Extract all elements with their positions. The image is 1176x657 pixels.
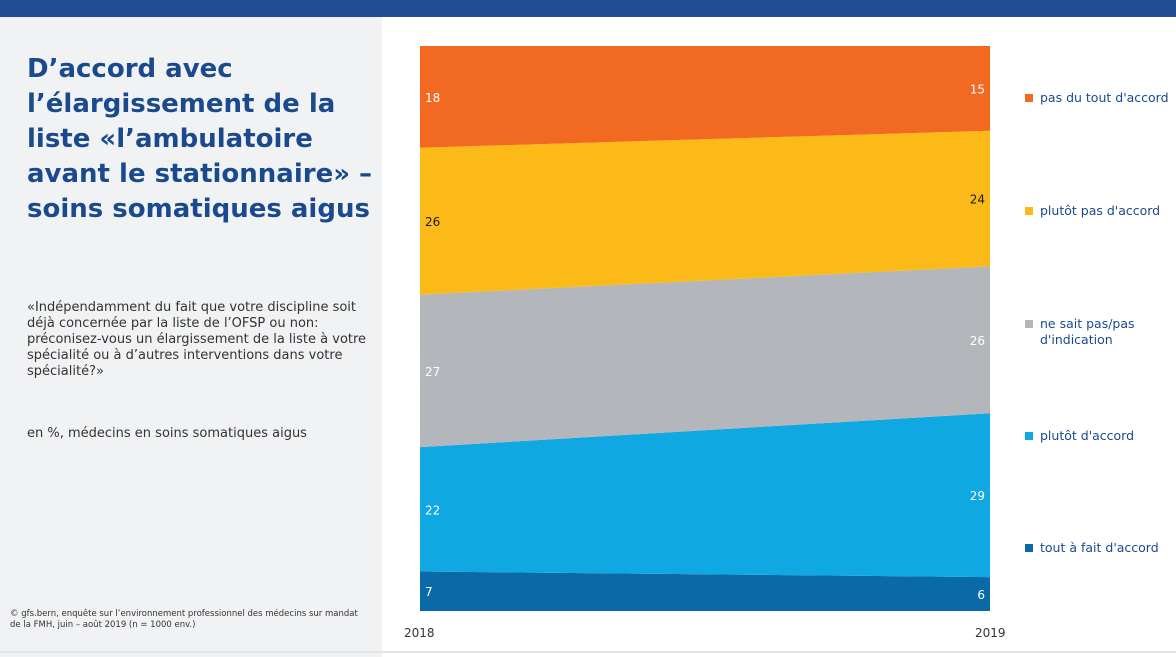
data-label-series-3-0: 26 xyxy=(425,215,440,229)
area-series-3 xyxy=(420,130,990,295)
survey-question: «Indépendamment du fait que votre discip… xyxy=(27,300,367,379)
area-series-4 xyxy=(420,46,990,148)
unit-note: en %, médecins en soins somatiques aigus xyxy=(27,426,307,441)
data-label-series-2-0: 27 xyxy=(425,365,440,379)
legend-label: plutôt d'accord xyxy=(1040,428,1135,443)
legend-label: ne sait pas/pas d'indication xyxy=(1040,316,1135,347)
legend-item: tout à fait d'accord xyxy=(1025,540,1175,556)
data-label-series-1-0: 22 xyxy=(425,503,440,517)
legend-swatch xyxy=(1025,432,1033,440)
data-label-series-4-1: 15 xyxy=(970,82,985,96)
area-series-2 xyxy=(420,266,990,448)
legend-swatch xyxy=(1025,320,1033,328)
legend-swatch xyxy=(1025,544,1033,552)
data-label-series-3-1: 24 xyxy=(970,193,985,207)
data-label-series-0-1: 6 xyxy=(977,588,985,602)
source-note: © gfs.bern, enquête sur l’environnement … xyxy=(10,609,358,630)
legend-label: tout à fait d'accord xyxy=(1040,540,1159,555)
legend-item: ne sait pas/pas d'indication xyxy=(1025,316,1175,348)
header-bar xyxy=(0,0,1176,17)
left-panel xyxy=(0,17,382,657)
x-tick-label-0: 2018 xyxy=(404,626,435,640)
data-label-series-2-1: 26 xyxy=(970,334,985,348)
x-tick-label-1: 2019 xyxy=(975,626,1006,640)
data-label-series-4-0: 18 xyxy=(425,91,440,105)
data-label-series-1-1: 29 xyxy=(970,489,985,503)
bottom-divider xyxy=(0,651,1176,653)
area-series-0 xyxy=(420,571,990,611)
legend-item: pas du tout d'accord xyxy=(1025,90,1175,106)
legend-label: pas du tout d'accord xyxy=(1040,90,1169,105)
legend-swatch xyxy=(1025,207,1033,215)
legend-swatch xyxy=(1025,94,1033,102)
data-label-series-0-0: 7 xyxy=(425,585,433,599)
legend-item: plutôt d'accord xyxy=(1025,428,1175,444)
chart-title: D’accord avec l’élargissement de la list… xyxy=(27,54,373,224)
area-series-1 xyxy=(420,413,990,578)
legend-item: plutôt pas d'accord xyxy=(1025,203,1175,219)
legend-label: plutôt pas d'accord xyxy=(1040,203,1161,218)
